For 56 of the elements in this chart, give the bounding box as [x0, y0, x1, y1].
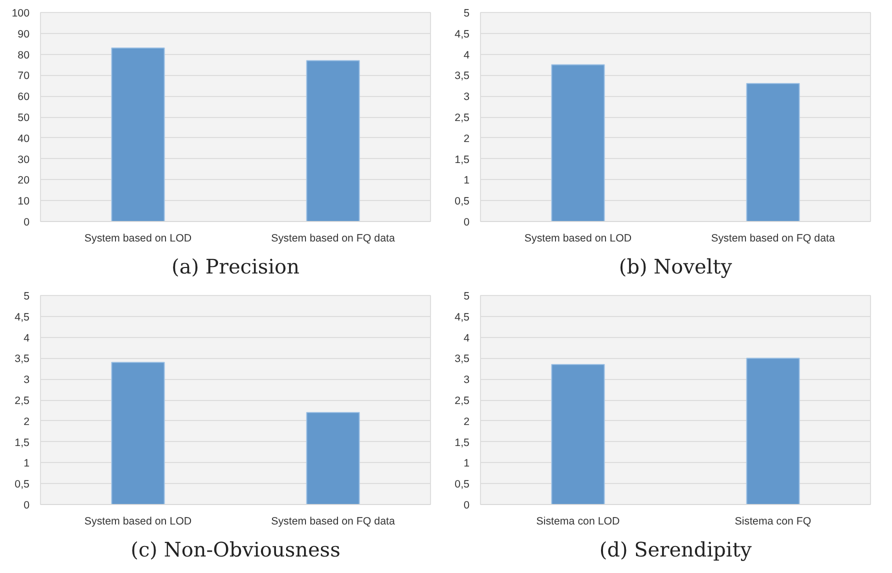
x-tick-label: Sistema con LOD	[536, 516, 620, 528]
y-tick-label: 2	[464, 416, 470, 428]
y-tick-label: 0	[464, 216, 470, 228]
text: (b) Novelty	[618, 254, 733, 278]
y-tick-label: 0,5	[454, 196, 470, 208]
y-tick-label: 3	[24, 374, 30, 386]
y-tick-label: 30	[18, 154, 30, 166]
y-tick-label: 1,5	[454, 154, 470, 166]
y-tick-label: 4,5	[454, 311, 470, 324]
y-tick-label: 1	[464, 174, 470, 187]
y-tick-label: 3,5	[454, 70, 470, 82]
x-tick-label: System based on FQ data	[271, 516, 395, 528]
y-tick-label: 4	[24, 332, 30, 344]
y-tick-label: 1,5	[14, 436, 30, 449]
y-tick-label: 0	[24, 500, 30, 512]
y-tick-label: 100	[12, 8, 30, 20]
text: (a) Precision	[172, 254, 300, 278]
y-tick-label: 4,5	[14, 311, 30, 324]
y-tick-label: 0,5	[454, 478, 470, 491]
y-tick-label: 3,5	[14, 353, 30, 366]
x-tick-label: System based on LOD	[84, 232, 192, 244]
y-tick-label: 3	[464, 374, 470, 386]
x-tick-label: System based on FQ data	[271, 232, 395, 244]
x-tick-label: System based on FQ data	[711, 232, 835, 244]
y-tick-label: 3,5	[454, 353, 470, 366]
y-tick-label: 5	[464, 8, 470, 20]
y-tick-label: 0	[464, 500, 470, 512]
y-tick-label: 1	[464, 458, 470, 470]
y-tick-label: 1	[24, 458, 30, 470]
y-tick-label: 60	[18, 91, 30, 104]
y-tick-label: 50	[18, 112, 30, 124]
x-tick-label: System based on LOD	[84, 516, 192, 528]
y-tick-label: 4	[464, 49, 470, 62]
y-tick-label: 4,5	[454, 28, 470, 40]
x-tick-label: Sistema con FQ	[734, 516, 812, 528]
y-tick-label: 2,5	[14, 395, 30, 407]
y-tick-label: 40	[18, 132, 30, 145]
y-tick-label: 0	[24, 216, 30, 228]
y-tick-label: 0,5	[14, 478, 30, 491]
y-tick-label: 3	[464, 91, 470, 104]
y-tick-label: 2	[464, 132, 470, 145]
y-tick-label: 2,5	[454, 395, 470, 407]
y-tick-label: 20	[18, 174, 30, 187]
y-tick-label: 1,5	[454, 436, 470, 449]
x-tick-label: System based on LOD	[524, 232, 632, 244]
y-tick-label: 5	[464, 290, 470, 302]
text: (c) Non-Obviousness	[130, 538, 340, 562]
y-tick-label: 80	[18, 49, 30, 62]
y-tick-label: 2,5	[454, 112, 470, 124]
y-tick-label: 4	[464, 332, 470, 344]
text: (d) Serendipity	[599, 538, 752, 562]
y-tick-label: 70	[18, 70, 30, 82]
y-tick-label: 90	[18, 28, 30, 40]
y-tick-label: 2	[24, 416, 30, 428]
y-tick-label: 10	[18, 196, 30, 208]
y-tick-label: 5	[24, 290, 30, 302]
